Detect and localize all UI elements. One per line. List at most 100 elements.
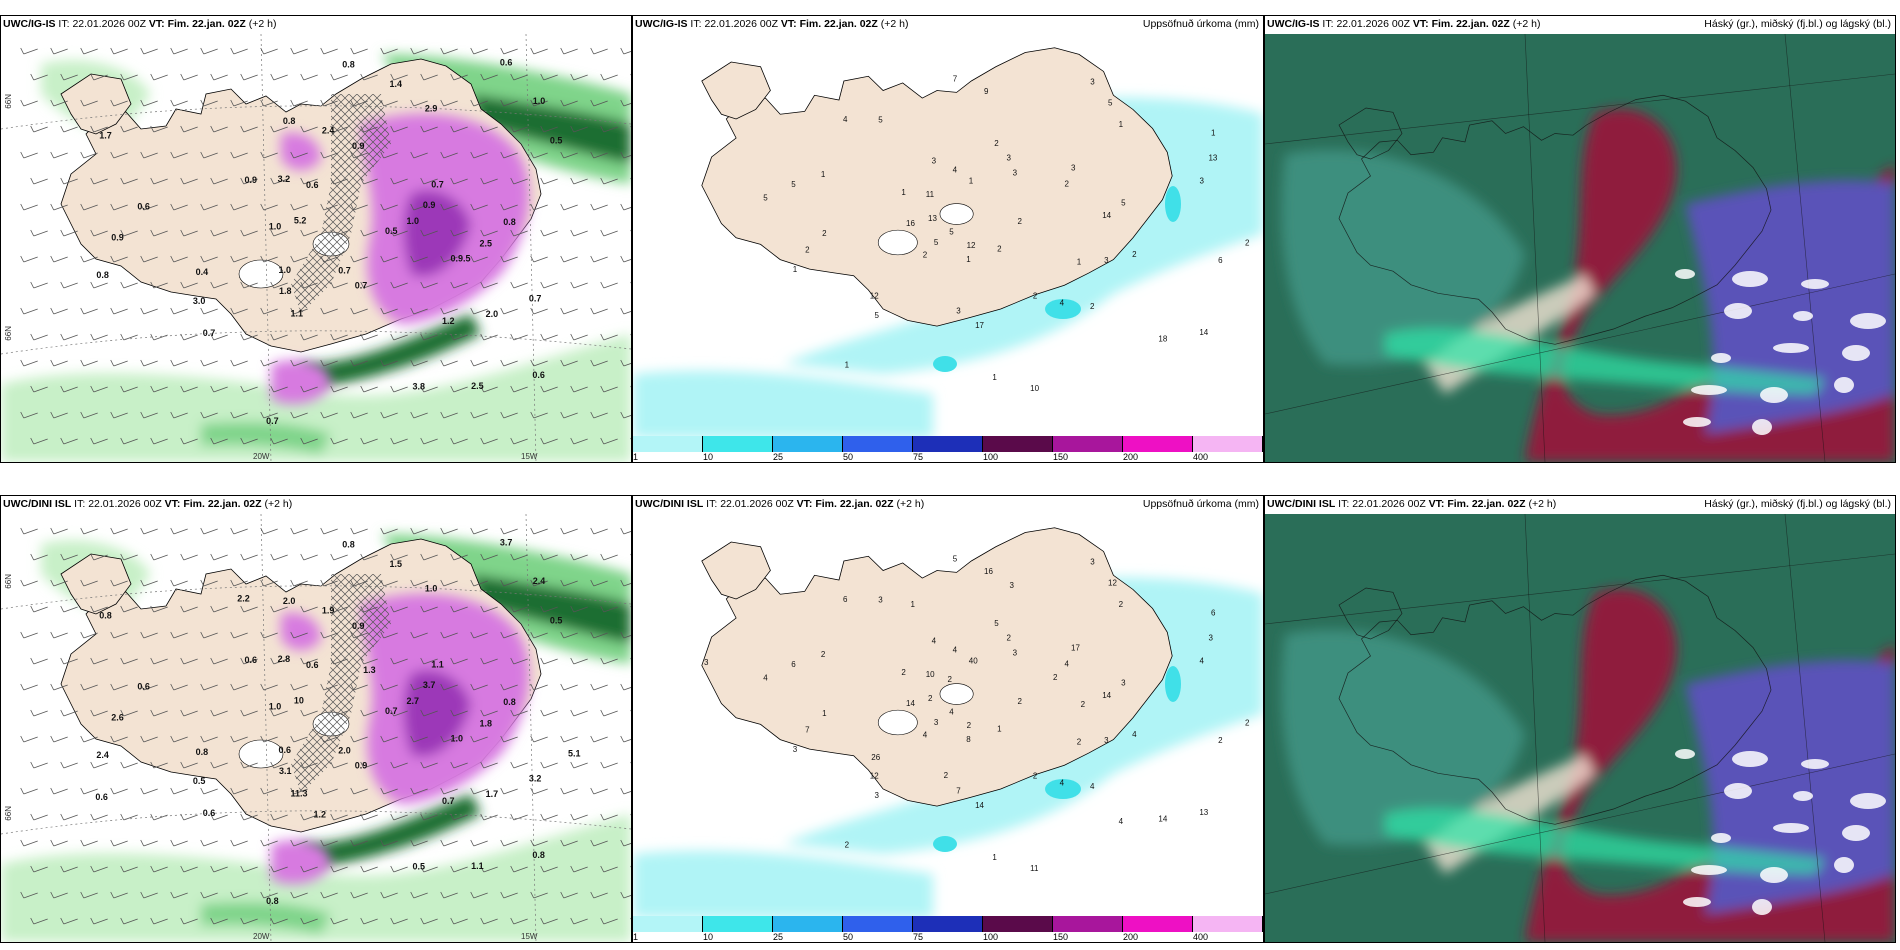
wind-barb bbox=[330, 605, 348, 613]
wind-barb bbox=[590, 735, 608, 743]
wind-barb bbox=[260, 631, 278, 639]
accum-area-high bbox=[1045, 299, 1081, 319]
wind-barb bbox=[240, 761, 258, 769]
wind-barb bbox=[110, 839, 128, 847]
precip-value-label: 1.8 bbox=[479, 719, 492, 729]
wind-barb bbox=[320, 359, 338, 367]
wind-barb bbox=[470, 151, 488, 159]
colorbar-segment bbox=[1123, 916, 1193, 932]
accum-value-label: 3 bbox=[878, 596, 883, 605]
wind-barb bbox=[440, 255, 458, 263]
glacier bbox=[877, 709, 918, 736]
wind-barb bbox=[270, 761, 288, 769]
accum-value-label: 6 bbox=[791, 660, 796, 669]
precip-value-label: 1.2 bbox=[442, 316, 455, 326]
wind-barb bbox=[510, 125, 528, 133]
accum-value-label: 2 bbox=[1077, 738, 1082, 747]
wind-barb bbox=[320, 683, 338, 691]
wind-barb bbox=[620, 203, 631, 211]
wind-barb bbox=[420, 553, 438, 561]
wind-barb bbox=[90, 605, 108, 613]
precip-value-label: 0.5 bbox=[385, 226, 398, 236]
wind-barb bbox=[80, 359, 98, 367]
wind-barb bbox=[620, 151, 631, 159]
wind-barb bbox=[390, 385, 408, 393]
latitude-line bbox=[1, 585, 631, 610]
wind-barb bbox=[570, 605, 588, 613]
precip-value-label: 0.6 bbox=[306, 660, 319, 670]
wind-barb bbox=[170, 99, 188, 107]
wind-barb bbox=[450, 229, 468, 237]
precip-value-label: 2.0 bbox=[338, 746, 351, 756]
wind-barb bbox=[510, 605, 528, 613]
wind-barb bbox=[140, 891, 158, 899]
precip-value-label: 3.2 bbox=[529, 773, 542, 783]
precip-value-label: 1.0 bbox=[451, 733, 464, 743]
wind-barb bbox=[470, 99, 488, 107]
wind-barb bbox=[60, 437, 78, 445]
wind-barb bbox=[230, 203, 248, 211]
wind-barb bbox=[120, 917, 138, 925]
wind-barb bbox=[60, 917, 78, 925]
accum-area bbox=[633, 850, 933, 918]
wind-barb bbox=[170, 151, 188, 159]
accum-value-label: 1 bbox=[910, 600, 915, 609]
wind-barb bbox=[230, 579, 248, 587]
axis-label-lon: 20W bbox=[253, 452, 270, 461]
colorbar-segment bbox=[773, 436, 843, 452]
precip-value-label: 0.8 bbox=[99, 610, 112, 620]
wind-barb bbox=[470, 47, 488, 55]
wind-barb bbox=[20, 891, 38, 899]
wind-barb bbox=[530, 47, 548, 55]
wind-barb bbox=[360, 761, 378, 769]
wind-barb bbox=[360, 125, 378, 133]
wind-barb bbox=[560, 735, 578, 743]
wind-barb bbox=[140, 787, 158, 795]
low-cloud-patch bbox=[1773, 823, 1809, 833]
wind-barb bbox=[210, 761, 228, 769]
wind-barb bbox=[470, 579, 488, 587]
accum-value-label: 2 bbox=[1245, 719, 1250, 728]
precip-value-label: 0.9 bbox=[423, 200, 436, 210]
accum-value-label: 1 bbox=[966, 255, 971, 264]
accum-value-label: 2 bbox=[1081, 700, 1086, 709]
wind-barb bbox=[510, 761, 528, 769]
wind-barb bbox=[200, 99, 218, 107]
wind-barb bbox=[140, 631, 158, 639]
precip-value-label: 0.9.5 bbox=[451, 253, 471, 263]
wind-barb bbox=[230, 683, 248, 691]
low-cloud-patch bbox=[1724, 783, 1752, 799]
wind-barb bbox=[470, 527, 488, 535]
wind-barb bbox=[20, 839, 38, 847]
wind-barb bbox=[260, 203, 278, 211]
wind-barb bbox=[620, 631, 631, 639]
wind-barb bbox=[590, 255, 608, 263]
high-cloud bbox=[1281, 629, 1525, 846]
low-cloud-patch bbox=[1683, 417, 1711, 427]
wind-barb bbox=[110, 787, 128, 795]
wind-barb bbox=[530, 359, 548, 367]
wind-barb bbox=[230, 359, 248, 367]
wind-barb bbox=[20, 411, 38, 419]
low-cloud-patch bbox=[1850, 313, 1886, 329]
wind-barb bbox=[500, 411, 518, 419]
wind-barb bbox=[300, 657, 318, 665]
wind-barb bbox=[330, 437, 348, 445]
wind-barb bbox=[20, 579, 38, 587]
wind-barb bbox=[210, 281, 228, 289]
wind-barb bbox=[500, 47, 518, 55]
wind-barb bbox=[530, 99, 548, 107]
wind-barb bbox=[20, 203, 38, 211]
wind-barb bbox=[380, 735, 398, 743]
wind-barb bbox=[480, 761, 498, 769]
wind-barb bbox=[570, 437, 588, 445]
precip-value-label: 1.9 bbox=[322, 606, 335, 616]
wind-barb bbox=[300, 281, 318, 289]
wind-barb bbox=[540, 917, 558, 925]
precip-value-label: 3.2 bbox=[278, 174, 291, 184]
wind-barb bbox=[360, 553, 378, 561]
accum-value-label: 3 bbox=[1006, 153, 1011, 162]
accum-value-label: 40 bbox=[969, 657, 978, 666]
wind-barb bbox=[410, 255, 428, 263]
wind-barb bbox=[290, 151, 308, 159]
